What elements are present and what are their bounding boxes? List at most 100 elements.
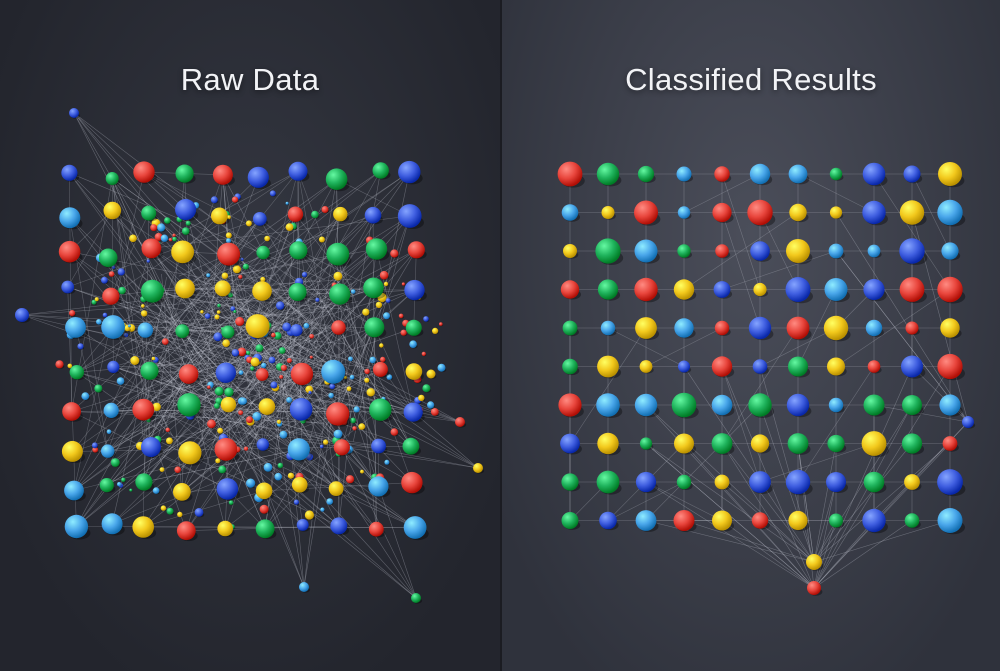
raw-edge [152,372,226,399]
raw-node [365,238,388,260]
raw-node [290,324,303,337]
classified-node [937,508,963,533]
raw-edge [310,278,381,410]
raw-particle [349,374,355,380]
raw-node [102,287,120,305]
classified-edge [759,212,799,290]
raw-node [61,440,83,462]
raw-edge [162,371,337,489]
raw-particle [250,366,255,371]
classified-node [561,473,579,491]
classified-node [899,238,925,264]
raw-particle [350,417,356,424]
raw-particle [383,312,390,320]
raw-outlier-node [455,417,465,427]
raw-particle [269,190,276,197]
raw-particle [69,310,76,317]
classified-edge [683,212,799,290]
raw-edge [231,431,379,447]
raw-particle [358,423,366,430]
raw-particle [379,270,389,280]
raw-particle [286,358,292,363]
raw-particle [305,385,313,394]
raw-particle [240,257,244,261]
raw-edge [73,112,215,356]
classified-node [635,510,657,531]
raw-edge [257,325,326,373]
raw-edge [190,349,265,491]
raw-particle [350,289,356,294]
raw-node [140,361,159,380]
raw-edge [142,373,189,450]
raw-edge [143,171,264,253]
raw-edge [76,361,165,527]
raw-node [65,317,86,338]
classified-node [937,469,963,495]
raw-edge [266,293,351,407]
raw-edge [106,373,303,486]
raw-edge [201,250,299,345]
raw-edge [111,283,321,411]
raw-edge [207,359,305,588]
raw-node [288,161,308,181]
raw-particle [321,206,329,213]
raw-node [103,201,122,220]
classified-edge [835,212,969,423]
raw-particle [366,388,375,397]
raw-edge [186,424,220,531]
raw-edge [293,373,337,489]
classified-node [673,279,695,300]
raw-edge [110,274,279,297]
raw-node [132,516,154,538]
raw-node [372,361,388,377]
classified-node [904,513,920,528]
raw-edge [73,112,334,311]
raw-edge [110,295,212,333]
raw-node [403,402,423,422]
raw-edge [181,363,333,493]
raw-edge [228,254,265,491]
raw-particle [185,220,191,226]
raw-edge [222,174,330,380]
raw-particle [421,351,426,356]
classified-results-panel: Classified Results [502,0,1000,671]
raw-particle [242,263,249,270]
raw-node [296,518,309,531]
raw-edge [257,327,375,368]
classified-edge [873,173,951,290]
raw-edge [188,320,342,406]
raw-particle [264,235,270,242]
raw-particle [116,377,125,385]
raw-particle [369,356,377,364]
raw-particle [222,339,230,348]
raw-edge [112,178,381,370]
raw-edge [76,362,194,373]
raw-edge [268,249,417,422]
raw-particle [81,392,90,400]
raw-edge [181,288,223,373]
raw-node [217,242,241,266]
raw-edge [223,419,479,469]
raw-edge [185,209,321,335]
raw-edge [168,170,381,320]
raw-particle [238,370,244,375]
classified-node [748,316,772,340]
raw-particle [329,383,336,390]
raw-node [397,204,422,228]
raw-particle [207,385,211,389]
raw-particle [250,357,260,367]
raw-particle [352,426,357,431]
raw-particle [231,349,240,357]
raw-particle [230,306,235,311]
raw-particle [164,217,171,224]
classified-edge [645,327,723,367]
raw-particle [260,276,266,282]
raw-particle [323,439,329,445]
raw-particle [328,392,334,399]
raw-node [364,317,385,338]
raw-particle [386,374,393,380]
raw-node [401,471,423,494]
raw-edge [336,178,410,217]
raw-edge [287,327,339,359]
raw-particle [204,313,211,319]
